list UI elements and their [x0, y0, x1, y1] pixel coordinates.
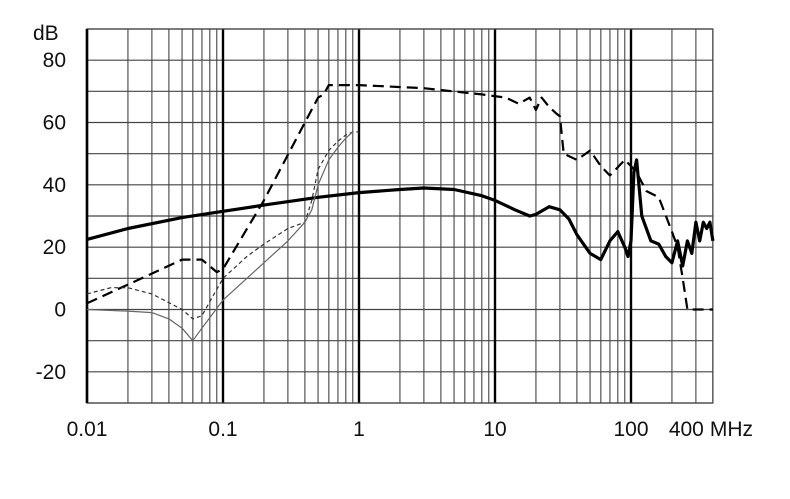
tick-labels: 80 60 40 20 0 -20 0.01 0.1 1 10 100 400 MHz: [36, 49, 753, 441]
series-line-thin-solid: [86, 131, 354, 342]
grid: [85, 28, 714, 404]
series-line-thick-solid: [86, 158, 715, 268]
y-axis-label: dB: [33, 22, 59, 45]
x-tick-label: 0.1: [208, 418, 237, 441]
y-tick-label: 0: [54, 299, 66, 322]
series-group: [86, 84, 715, 342]
y-tick-label: 40: [43, 174, 66, 197]
x-tick-label: 400: [669, 418, 704, 441]
series-line-short-dash: [86, 131, 359, 320]
y-tick-label: 60: [43, 112, 66, 135]
y-tick-label: -20: [36, 361, 66, 384]
x-axis-unit-label: MHz: [710, 418, 753, 441]
y-tick-label: 80: [43, 49, 66, 72]
x-tick-label: 100: [613, 418, 648, 441]
series-line-long-dash: [86, 84, 713, 311]
x-tick-label: 1: [353, 418, 365, 441]
y-tick-label: 20: [43, 236, 66, 259]
x-tick-label: 0.01: [67, 418, 108, 441]
x-tick-label: 10: [483, 418, 506, 441]
